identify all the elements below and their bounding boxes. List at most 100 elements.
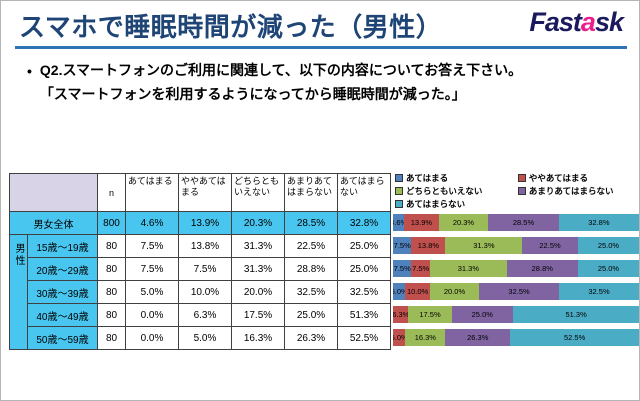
bar-value-label: 52.5%: [564, 332, 586, 342]
legend-label: どちらともいえない: [406, 186, 483, 196]
legend-swatch-icon: [517, 187, 526, 195]
cell-value: 0.0%: [125, 303, 179, 327]
bar-value-label: 32.5%: [508, 286, 530, 296]
bar-value-label: 51.3%: [565, 309, 587, 319]
bar-segment: 10.0%: [405, 283, 430, 300]
bar-value-label: 25.0%: [471, 309, 493, 319]
cell-value: 31.3%: [231, 257, 285, 281]
bar-segment: 7.5%: [393, 237, 412, 254]
cell-value: 13.9%: [178, 211, 232, 235]
legend-swatch-icon: [395, 200, 403, 208]
bar-segment: 52.5%: [510, 329, 639, 346]
bar-value-label: 7.5%: [393, 240, 411, 250]
n-value: 80: [97, 326, 126, 350]
n-value: 800: [97, 211, 126, 235]
bar-segment: 25.0%: [577, 260, 639, 277]
bar-value-label: 16.3%: [414, 332, 436, 342]
cell-value: 25.0%: [337, 234, 391, 258]
cell-value: 32.5%: [337, 280, 391, 304]
cell-value: 6.3%: [178, 303, 232, 327]
n-value: 80: [97, 303, 126, 327]
bar-segment: 20.3%: [438, 214, 489, 231]
bar-segment: 32.8%: [558, 214, 639, 231]
table-row-total: 男女全体 800 4.6% 13.9% 20.3% 28.5% 32.8%: [9, 211, 391, 235]
logo-text-a: a: [580, 7, 596, 37]
legend-item: あてはまらない: [395, 198, 508, 210]
bar-segment: 28.8%: [506, 260, 578, 277]
bar-value-label: 10.0%: [406, 286, 429, 296]
n-value: 80: [97, 280, 126, 304]
cell-value: 13.8%: [178, 234, 232, 258]
bar-value-label: 13.9%: [410, 217, 433, 227]
page-title: スマホで睡眠時間が減った（男性）: [19, 12, 443, 42]
bar-value-label: 31.3%: [473, 240, 495, 250]
legend-label: あてはまらない: [406, 199, 466, 209]
bar-segment: 25.0%: [577, 237, 639, 254]
bar-value-label: 32.8%: [588, 217, 610, 227]
legend-label: あてはまる: [406, 173, 449, 183]
col-header-option: あてはまる: [125, 173, 179, 212]
bar-value-label: 31.3%: [457, 263, 479, 273]
cell-value: 32.5%: [284, 280, 338, 304]
bar-row: 0.0%6.3%17.5%25.0%51.3%: [393, 303, 639, 326]
legend-item: あまりあてはまらない: [517, 185, 639, 197]
bar-value-label: 17.5%: [419, 309, 441, 319]
cell-value: 28.8%: [284, 257, 338, 281]
question-line-2: 「スマートフォンを利用するようになってから睡眠時間が減った。」: [39, 85, 466, 102]
bar-segment: 20.0%: [429, 283, 480, 300]
bar-value-label: 28.8%: [531, 263, 553, 273]
bar-segment: 22.5%: [522, 237, 578, 254]
bar-value-label: 25.0%: [597, 240, 620, 250]
cell-value: 4.6%: [125, 211, 179, 235]
bar-segment: 25.0%: [451, 306, 514, 323]
table-row-age: 50歳～59歳 80 0.0% 5.0% 16.3% 26.3% 52.5%: [10, 326, 391, 350]
title-underline: [15, 46, 627, 49]
cell-value: 51.3%: [337, 303, 391, 327]
question-text: Q2.スマートフォンのご利用に関連して、以下の内容についてお答え下さい。 「スマ…: [40, 59, 522, 107]
table-row-age: 40歳～49歳 80 0.0% 6.3% 17.5% 25.0% 51.3%: [10, 303, 391, 327]
cell-value: 31.3%: [231, 234, 285, 258]
stacked-bar: 5.0%10.0% 20.0% 32.5% 32.5%: [393, 283, 639, 300]
bar-value-label: 28.5%: [512, 217, 535, 227]
fastask-logo: Fastask: [529, 7, 624, 38]
bar-value-label: 13.8%: [417, 240, 440, 250]
bar-row: 0.0%5.0%16.3%26.3%52.5%: [393, 326, 639, 349]
stacked-bar: 7.5% 7.5% 31.3% 28.8% 25.0%: [393, 260, 639, 277]
bar-segment: 17.5%: [408, 306, 452, 323]
bar-value-label: 6.3%: [393, 309, 410, 319]
bar-row: 4.6%13.9% 20.3% 28.5% 32.8%: [393, 211, 639, 234]
legend-swatch-icon: [395, 187, 403, 195]
bar-value-label: 7.5%: [412, 263, 430, 273]
group-label: 男性: [9, 234, 28, 350]
cell-value: 7.5%: [125, 257, 179, 281]
bar-segment: 13.9%: [404, 214, 439, 231]
table-header-row: n あてはまる ややあてはまる どちらともいえない あまりあてはまらない あてはまらない: [9, 173, 391, 212]
table-row-age: 30歳～39歳 80 5.0% 10.0% 20.0% 32.5% 32.5%: [10, 280, 391, 304]
bar-segment: 4.6%: [393, 214, 407, 231]
table-row-age: 男性 15歳～19歳 80 7.5% 13.8% 31.3% 22.5% 25.0%: [9, 234, 391, 350]
cell-value: 25.0%: [337, 257, 391, 281]
bar-segment: 31.3%: [429, 260, 507, 277]
cell-value: 10.0%: [178, 280, 232, 304]
row-label: 20歳～29歳: [27, 257, 98, 281]
cell-value: 7.5%: [125, 234, 179, 258]
cell-value: 20.3%: [231, 211, 285, 235]
cell-value: 16.3%: [231, 326, 285, 350]
question-block: • Q2.スマートフォンのご利用に関連して、以下の内容についてお答え下さい。 「…: [27, 59, 623, 107]
stacked-bar: 0.0%5.0%16.3%26.3%52.5%: [393, 329, 639, 346]
n-value: 80: [97, 257, 126, 281]
row-label: 50歳～59歳: [27, 326, 98, 350]
bar-segment: 31.3%: [445, 237, 523, 254]
bar-segment: 32.5%: [559, 283, 639, 300]
bar-value-label: 7.5%: [393, 263, 411, 273]
legend-swatch-icon: [395, 174, 403, 182]
cell-value: 32.8%: [337, 211, 391, 235]
bar-row: 7.5% 13.8% 31.3% 22.5% 25.0%: [393, 234, 639, 257]
row-label: 30歳～39歳: [27, 280, 98, 304]
cell-value: 25.0%: [284, 303, 338, 327]
results-table: n あてはまる ややあてはまる どちらともいえない あまりあてはまらない あてはまらない男…: [9, 173, 391, 350]
cell-value: 26.3%: [284, 326, 338, 350]
legend-label: あまりあてはまらない: [528, 186, 614, 196]
bar-segment: 7.5%: [411, 260, 430, 277]
